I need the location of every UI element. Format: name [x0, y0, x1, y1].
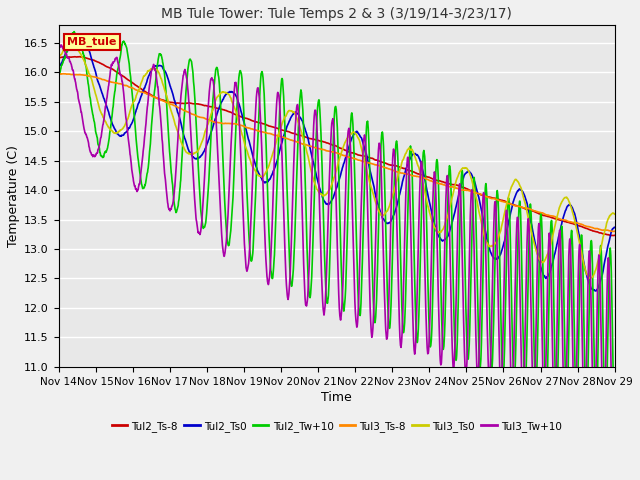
Tul2_Ts-8 [611, 232, 618, 238]
Tul2_Ts0 [325, 201, 333, 207]
Tul2_Ts0 [493, 256, 500, 262]
Tul2_Tw+10 [70, 29, 78, 35]
Line: Tul2_Ts0: Tul2_Ts0 [59, 39, 614, 291]
Tul2_Ts-8 [76, 54, 84, 60]
Tul2_Tw+10 [611, 424, 618, 430]
X-axis label: Time: Time [321, 391, 352, 404]
Tul3_Tw+10 [493, 229, 500, 235]
Tul2_Ts0 [55, 62, 63, 68]
Tul3_Ts0 [310, 180, 318, 186]
Tul2_Tw+10 [83, 74, 91, 80]
Line: Tul3_Ts0: Tul3_Ts0 [59, 46, 614, 278]
Line: Tul2_Ts-8: Tul2_Ts-8 [59, 57, 614, 236]
Tul2_Ts0 [595, 282, 603, 288]
Tul2_Ts0 [74, 36, 81, 42]
Tul2_Ts0 [611, 225, 618, 230]
Tul3_Ts-8 [611, 228, 618, 234]
Line: Tul3_Ts-8: Tul3_Ts-8 [59, 74, 614, 231]
Tul3_Ts0 [68, 43, 76, 48]
Tul2_Ts0 [595, 283, 603, 289]
Tul2_Ts-8 [493, 196, 500, 202]
Tul3_Tw+10 [57, 42, 65, 48]
Tul3_Ts0 [325, 187, 333, 193]
Tul3_Ts0 [611, 211, 618, 217]
Legend: Tul2_Ts-8, Tul2_Ts0, Tul2_Tw+10, Tul3_Ts-8, Tul3_Ts0, Tul3_Tw+10: Tul2_Ts-8, Tul2_Ts0, Tul2_Tw+10, Tul3_Ts… [108, 417, 566, 436]
Tul2_Ts0 [591, 288, 599, 294]
Tul2_Ts-8 [595, 229, 602, 235]
Tul3_Ts-8 [493, 197, 500, 203]
Tul2_Ts-8 [83, 55, 91, 61]
Tul3_Ts0 [493, 239, 500, 244]
Tul3_Ts0 [595, 254, 603, 260]
Tul3_Ts-8 [59, 71, 67, 77]
Tul3_Ts-8 [55, 71, 63, 77]
Tul2_Ts-8 [55, 55, 63, 60]
Tul2_Ts-8 [310, 137, 318, 143]
Tul3_Tw+10 [595, 252, 603, 258]
Line: Tul3_Tw+10: Tul3_Tw+10 [59, 45, 614, 433]
Tul2_Ts0 [83, 45, 91, 50]
Title: MB Tule Tower: Tule Temps 2 & 3 (3/19/14-3/23/17): MB Tule Tower: Tule Temps 2 & 3 (3/19/14… [161, 7, 512, 21]
Tul3_Tw+10 [83, 135, 91, 141]
Tul3_Ts0 [586, 276, 594, 281]
Tul2_Ts-8 [325, 141, 333, 146]
Tul3_Ts-8 [310, 144, 318, 150]
Tul3_Ts-8 [595, 226, 602, 232]
Tul3_Ts-8 [609, 228, 616, 234]
Tul3_Ts0 [83, 66, 91, 72]
Tul3_Ts-8 [83, 73, 91, 79]
Text: MB_tule: MB_tule [67, 37, 116, 47]
Tul2_Tw+10 [595, 301, 603, 307]
Tul3_Tw+10 [595, 256, 602, 262]
Y-axis label: Temperature (C): Temperature (C) [7, 145, 20, 247]
Tul3_Ts-8 [595, 227, 603, 232]
Tul3_Tw+10 [55, 44, 63, 50]
Tul3_Tw+10 [611, 421, 618, 427]
Tul2_Ts0 [310, 165, 318, 170]
Tul2_Tw+10 [310, 185, 318, 191]
Line: Tul2_Tw+10: Tul2_Tw+10 [59, 32, 614, 427]
Tul2_Tw+10 [325, 274, 333, 280]
Tul2_Ts-8 [595, 230, 603, 236]
Tul2_Ts-8 [610, 233, 618, 239]
Tul2_Tw+10 [493, 192, 500, 198]
Tul2_Tw+10 [55, 72, 63, 77]
Tul3_Tw+10 [609, 431, 617, 436]
Tul2_Tw+10 [595, 318, 602, 324]
Tul3_Ts0 [595, 255, 603, 261]
Tul3_Ts-8 [325, 148, 333, 154]
Tul3_Tw+10 [325, 179, 333, 185]
Tul3_Tw+10 [310, 110, 318, 116]
Tul3_Ts0 [55, 52, 63, 58]
